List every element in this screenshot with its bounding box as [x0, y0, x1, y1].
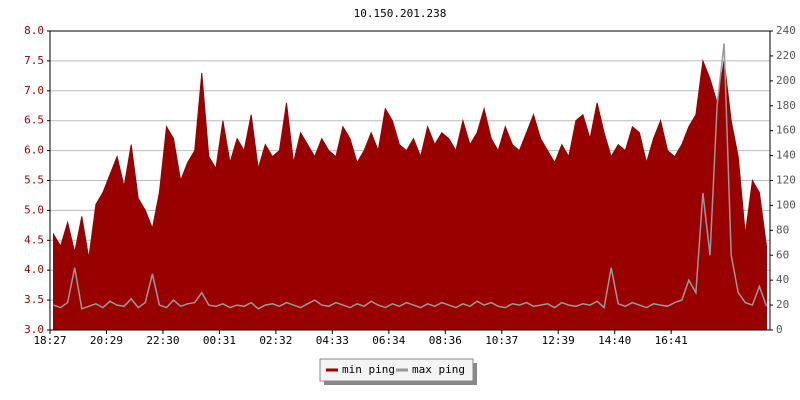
- legend-label: max ping: [412, 363, 465, 376]
- x-tick-label: 22:30: [146, 334, 179, 347]
- y-tick-label: 6.0: [24, 144, 44, 157]
- y-tick-label: 4.0: [24, 263, 44, 276]
- legend-label: min ping: [342, 363, 395, 376]
- x-tick-label: 20:29: [90, 334, 123, 347]
- y2-tick-label: 200: [776, 74, 796, 87]
- y2-tick-label: 100: [776, 198, 796, 211]
- y2-tick-label: 180: [776, 99, 796, 112]
- y-tick-label: 3.5: [24, 293, 44, 306]
- y-tick-label: 5.5: [24, 174, 44, 187]
- x-tick-label: 12:39: [542, 334, 575, 347]
- area: [53, 58, 767, 331]
- y2-tick-label: 80: [776, 223, 789, 236]
- plot-frame: [49, 30, 771, 331]
- x-tick-label: 02:32: [259, 334, 292, 347]
- x-tick-label: 16:41: [655, 334, 688, 347]
- y2-tick-label: 220: [776, 49, 796, 62]
- line: [53, 43, 768, 310]
- y-tick-label: 4.5: [24, 233, 44, 246]
- x-tick-label: 18:27: [33, 334, 66, 347]
- x-tick-label: 04:33: [316, 334, 349, 347]
- x-tick-label: 14:40: [598, 334, 631, 347]
- x-tick-label: 06:34: [372, 334, 405, 347]
- y-tick-label: 7.0: [24, 84, 44, 97]
- y-tick-label: 8.0: [24, 24, 44, 37]
- y-tick-label: 7.5: [24, 54, 44, 67]
- chart-title: 10.150.201.238: [354, 7, 447, 20]
- x-tick-label: 00:31: [203, 334, 236, 347]
- y2-tick-label: 20: [776, 298, 789, 311]
- x-tick-label: 10:37: [485, 334, 518, 347]
- x-tick-label: 08:36: [429, 334, 462, 347]
- y2-tick-label: 40: [776, 273, 789, 286]
- y-tick-label: 5.0: [24, 203, 44, 216]
- y-tick-label: 3.0: [24, 323, 44, 336]
- y2-tick-label: 240: [776, 24, 796, 37]
- y2-tick-label: 140: [776, 149, 796, 162]
- y2-tick-label: 60: [776, 248, 789, 261]
- y2-tick-label: 0: [776, 323, 783, 336]
- y2-tick-label: 120: [776, 174, 796, 187]
- y-tick-label: 6.5: [24, 114, 44, 127]
- y2-tick-label: 160: [776, 124, 796, 137]
